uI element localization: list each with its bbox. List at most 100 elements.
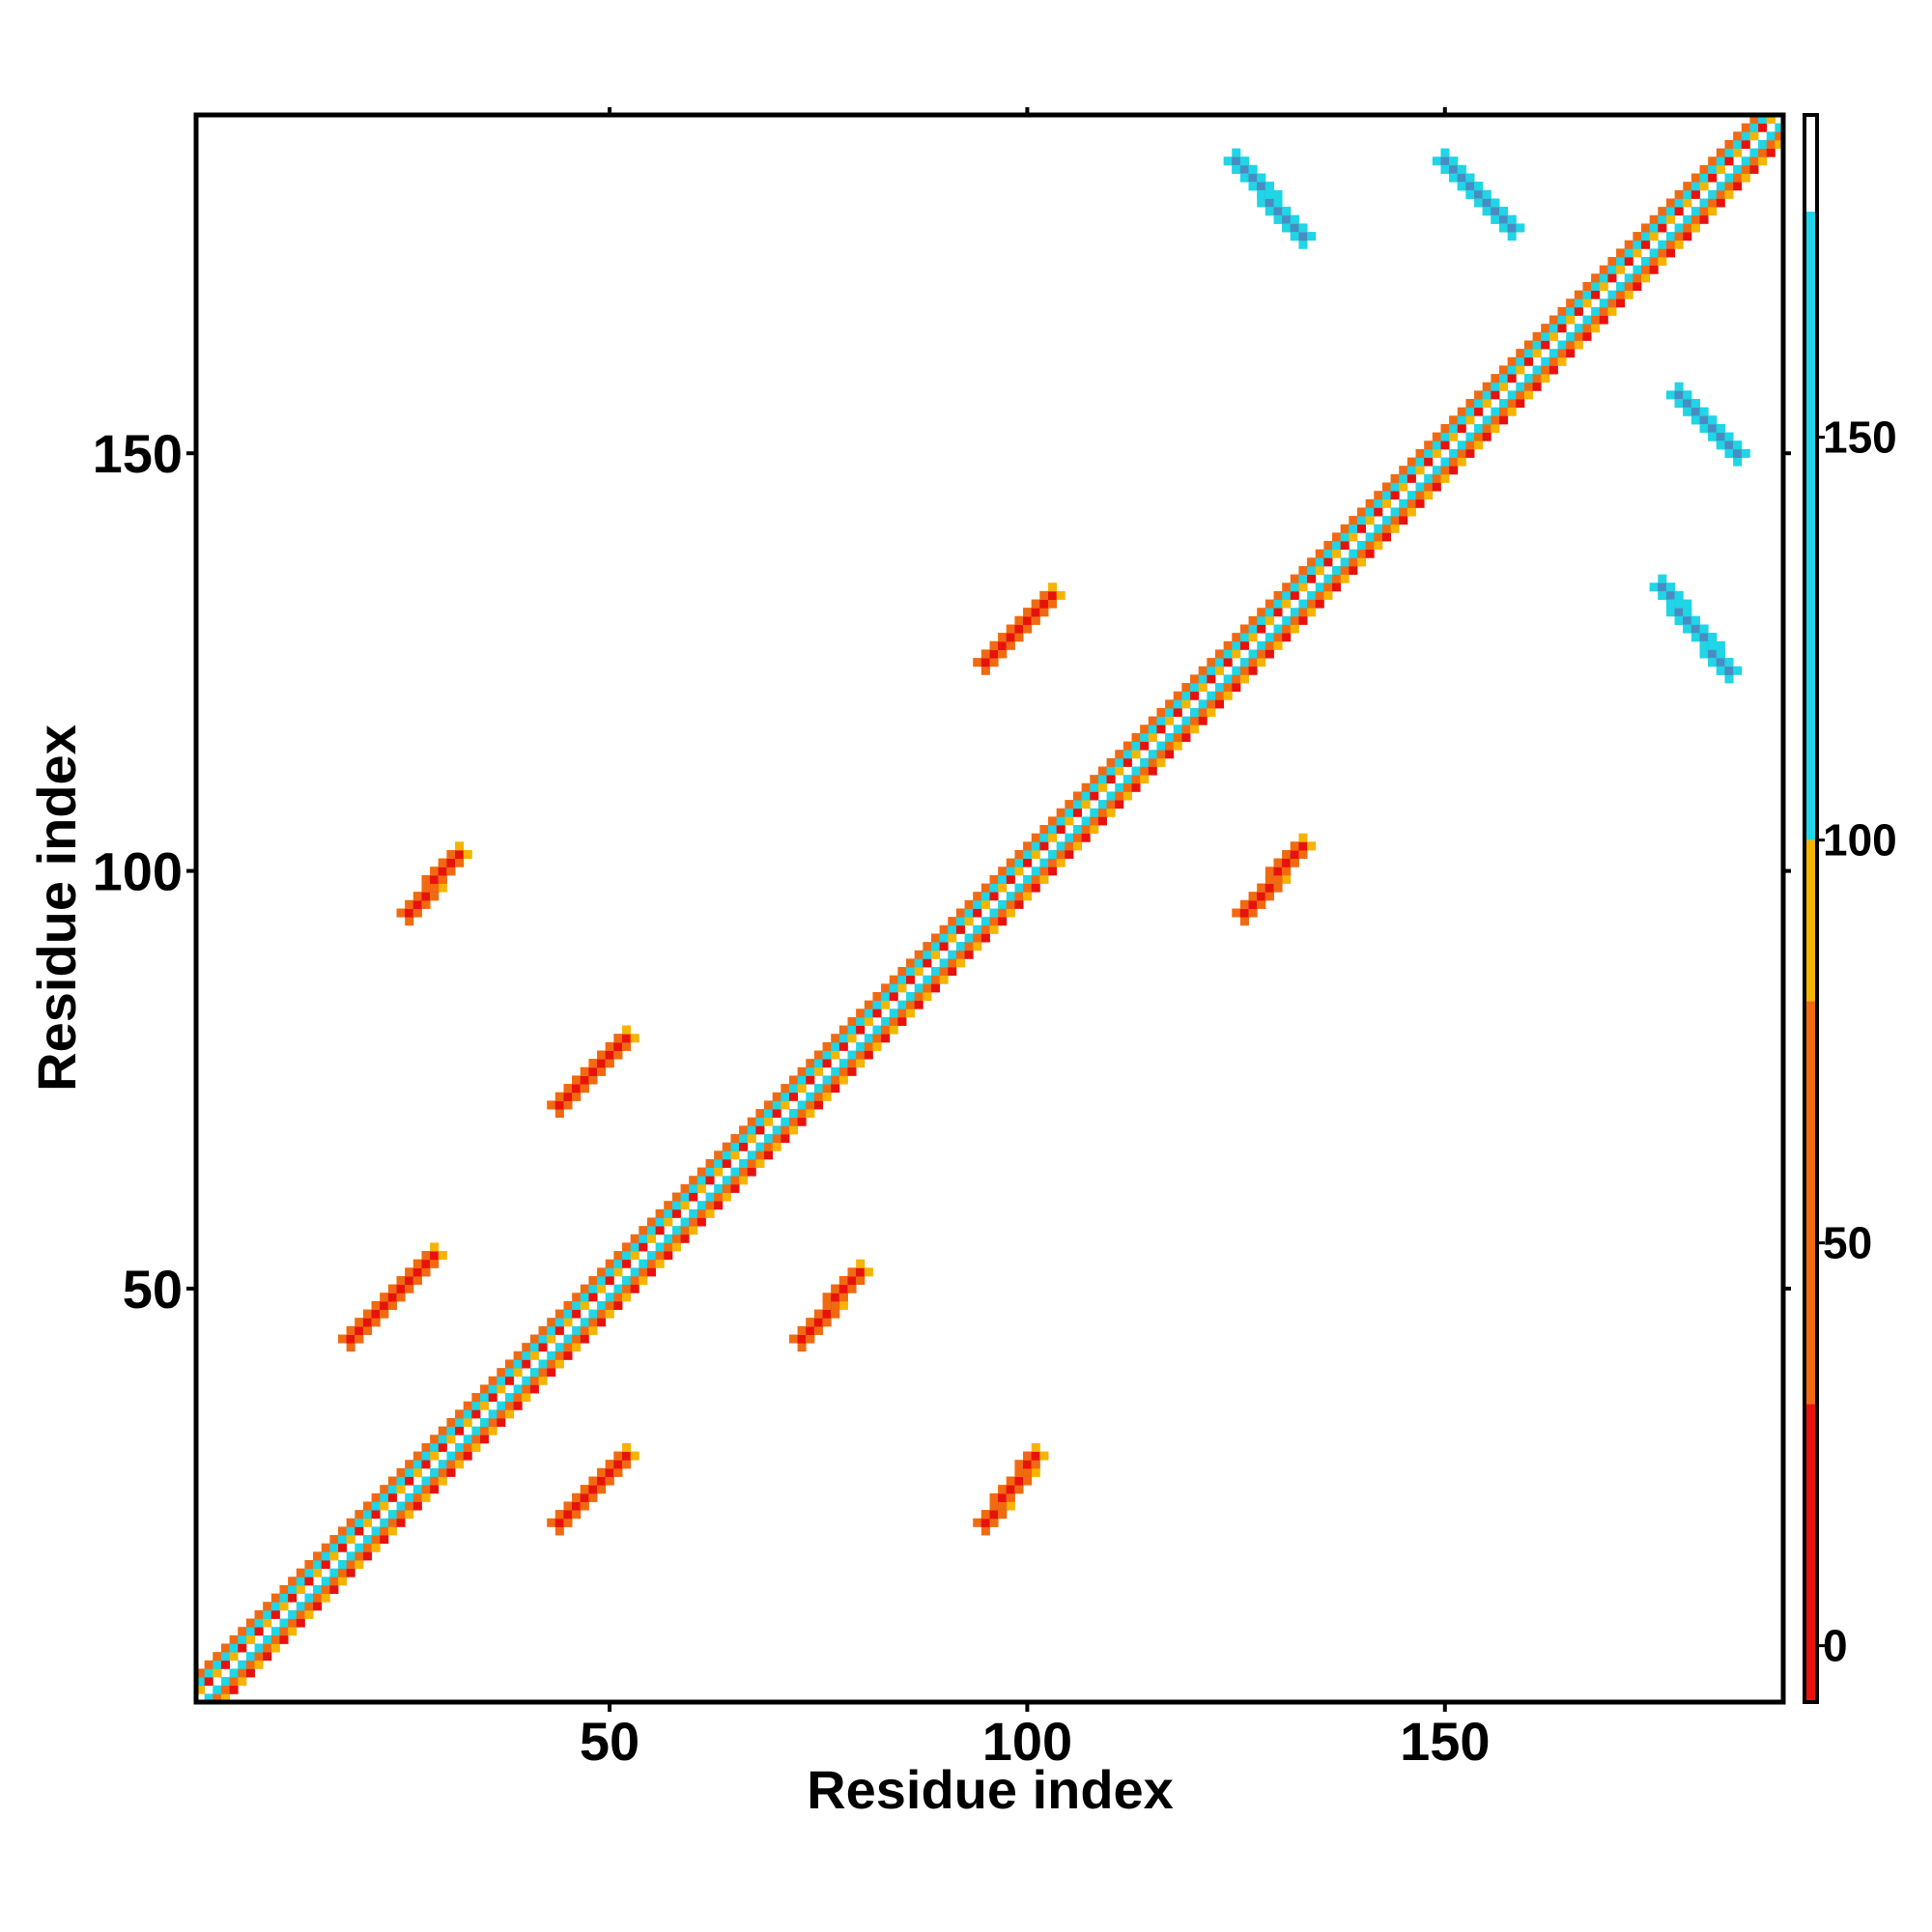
heatmap-cell <box>680 1201 690 1210</box>
heatmap-cell <box>380 1518 389 1527</box>
heatmap-cell <box>1574 290 1583 299</box>
heatmap-cell <box>831 1041 840 1051</box>
heatmap-cell <box>597 1485 607 1494</box>
heatmap-cell <box>1232 649 1241 659</box>
heatmap-cell <box>772 1100 781 1110</box>
heatmap-cell <box>597 1300 607 1310</box>
heatmap-cell <box>1532 382 1542 391</box>
heatmap-cell <box>1665 232 1675 242</box>
heatmap-cell <box>1649 223 1659 233</box>
heatmap-cell <box>1724 139 1734 149</box>
heatmap-cell <box>438 883 447 893</box>
heatmap-cell <box>664 1251 673 1261</box>
heatmap-cell <box>446 1460 456 1469</box>
heatmap-cell <box>1056 858 1065 867</box>
heatmap-cell <box>655 1208 665 1218</box>
heatmap-cell <box>421 1460 431 1469</box>
heatmap-cell <box>1374 524 1383 533</box>
heatmap-cell <box>705 1167 715 1177</box>
heatmap-cell <box>1298 615 1308 625</box>
heatmap-cell <box>1708 649 1718 659</box>
colorbar-band <box>1804 839 1817 1002</box>
heatmap-cell <box>1498 214 1509 224</box>
heatmap-cell <box>1457 448 1466 458</box>
heatmap-cell <box>1014 633 1024 642</box>
heatmap-cell <box>605 1293 614 1302</box>
heatmap-cell <box>1716 423 1725 433</box>
heatmap-cell <box>1390 524 1400 533</box>
heatmap-cell <box>813 1084 823 1094</box>
heatmap-cell <box>1523 356 1533 366</box>
heatmap-cell <box>1140 724 1150 734</box>
heatmap-cell <box>438 1467 447 1477</box>
heatmap-cell <box>847 1267 857 1277</box>
heatmap-cell <box>387 1293 397 1302</box>
heatmap-cell <box>288 1627 298 1636</box>
heatmap-cell <box>421 1492 431 1502</box>
heatmap-cell <box>1349 532 1358 542</box>
heatmap-cell <box>1708 633 1718 642</box>
heatmap-cell <box>1181 716 1191 725</box>
heatmap-cell <box>362 1501 372 1511</box>
heatmap-cell <box>622 1025 632 1035</box>
heatmap-cell <box>1248 899 1258 909</box>
heatmap-cell <box>355 1518 364 1527</box>
heatmap-cell <box>1014 883 1024 893</box>
heatmap-cell <box>1683 399 1692 409</box>
heatmap-cell <box>1323 557 1333 567</box>
heatmap-cell <box>1214 658 1225 668</box>
heatmap-cell <box>1390 507 1400 517</box>
heatmap-cell <box>1065 841 1074 851</box>
heatmap-cell <box>1290 858 1299 867</box>
heatmap-cell <box>998 649 1008 659</box>
heatmap-cell <box>680 1192 690 1202</box>
heatmap-cell <box>655 1242 665 1252</box>
heatmap-cell <box>1741 164 1750 174</box>
heatmap-cell <box>664 1234 673 1243</box>
heatmap-cell <box>1039 590 1049 600</box>
heatmap-cell <box>1290 624 1299 634</box>
heatmap-cell <box>1440 423 1450 433</box>
heatmap-cell <box>1699 173 1709 183</box>
heatmap-cell <box>914 983 923 993</box>
heatmap-cell <box>1056 816 1065 826</box>
heatmap-cell <box>1173 699 1182 709</box>
heatmap-cell <box>220 1677 230 1687</box>
heatmap-cell <box>1616 281 1626 291</box>
heatmap-cell <box>346 1343 355 1352</box>
heatmap-cell <box>864 1009 873 1018</box>
heatmap-cell <box>572 1084 582 1094</box>
heatmap-cell <box>923 991 932 1002</box>
heatmap-cell <box>229 1685 239 1694</box>
heatmap-cell <box>1307 232 1317 242</box>
heatmap-cell <box>1298 232 1308 242</box>
heatmap-cell <box>1065 833 1074 842</box>
heatmap-cell <box>362 1543 372 1552</box>
heatmap-cell <box>1716 148 1725 157</box>
heatmap-cell <box>1148 724 1157 734</box>
heatmap-cell <box>998 1485 1008 1494</box>
heatmap-cell <box>554 1343 564 1352</box>
heatmap-cell <box>338 1559 348 1570</box>
heatmap-cell <box>980 892 990 901</box>
heatmap-cell <box>1523 374 1533 384</box>
heatmap-cell <box>1457 407 1466 416</box>
heatmap-cell <box>1640 257 1651 267</box>
heatmap-cell <box>547 1318 556 1327</box>
heatmap-cell <box>671 1201 681 1210</box>
heatmap-cell <box>1282 615 1292 625</box>
heatmap-cell <box>696 1176 706 1185</box>
heatmap-cell <box>1758 123 1768 132</box>
x-tick-label: 100 <box>982 1711 1072 1772</box>
heatmap-cell <box>714 1183 724 1193</box>
heatmap-cell <box>597 1267 607 1277</box>
heatmap-cell <box>1239 674 1249 684</box>
heatmap-cell <box>1232 666 1241 675</box>
heatmap-cell <box>547 1100 556 1110</box>
heatmap-cell <box>1122 791 1132 801</box>
heatmap-cell <box>1065 816 1074 826</box>
heatmap-cell <box>989 874 999 884</box>
heatmap-cell <box>1340 524 1350 533</box>
heatmap-cell <box>471 1393 481 1403</box>
heatmap-cell <box>380 1501 389 1511</box>
